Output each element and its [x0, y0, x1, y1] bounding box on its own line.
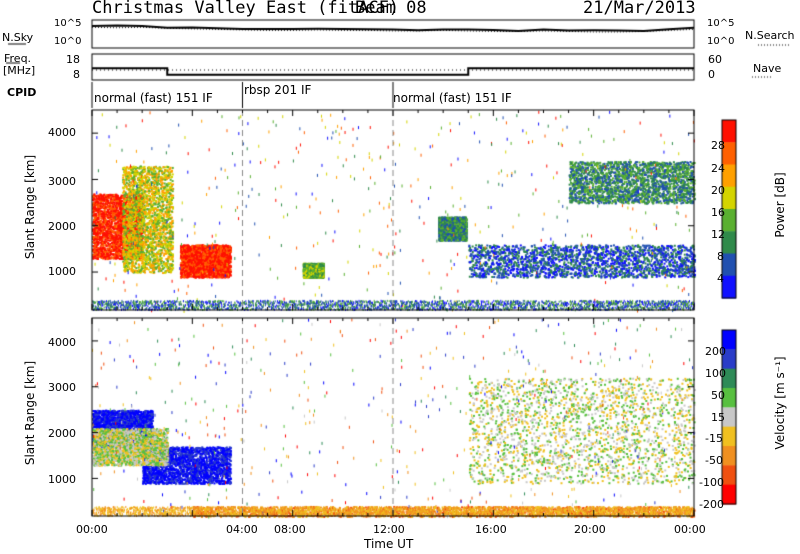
power-colorbar-tick: 4 — [717, 272, 724, 285]
x-tick: 20:00 — [574, 523, 606, 536]
nsky-label: N.Sky — [2, 31, 34, 44]
velocity-colorbar-tick: -200 — [699, 498, 724, 511]
power-colorbar-tick: 24 — [711, 162, 725, 175]
cpid-segment-2: rbsp 201 IF — [244, 83, 312, 97]
velocity-y-tick: 3000 — [48, 381, 76, 394]
power-y-tick: 3000 — [48, 175, 76, 188]
velocity-colorbar-tick: -100 — [699, 476, 724, 489]
freq-unit-label: [MHz] — [3, 64, 36, 77]
nave-label: Nave — [753, 62, 782, 75]
date-label: 21/Mar/2013 — [583, 0, 696, 18]
nave-tick-low: 0 — [708, 68, 715, 81]
freq-tick-high: 18 — [66, 53, 80, 66]
velocity-colorbar-label: Velocity [m s⁻¹] — [773, 356, 787, 450]
x-tick: 00:00 — [76, 523, 108, 536]
cpid-segment-1: normal (fast) 151 IF — [94, 91, 213, 105]
cpid-label: CPID — [7, 86, 37, 99]
velocity-colorbar-tick: 50 — [711, 389, 725, 402]
noise-tick-low-left: 10^0 — [54, 36, 82, 47]
velocity-colorbar-tick: 200 — [705, 345, 726, 358]
power-y-tick: 2000 — [48, 220, 76, 233]
velocity-colorbar-tick: 100 — [705, 367, 726, 380]
x-tick: 00:00 — [674, 523, 706, 536]
velocity-y-axis-label: Slant Range [km] — [23, 360, 37, 466]
power-colorbar-tick: 12 — [711, 228, 725, 241]
beam-label: Beam 08 — [355, 0, 427, 18]
cpid-segment-3: normal (fast) 151 IF — [393, 91, 512, 105]
noise-tick-high-right: 10^5 — [707, 18, 735, 29]
x-tick: 12:00 — [373, 523, 405, 536]
velocity-y-tick: 2000 — [48, 427, 76, 440]
noise-tick-low-right: 10^0 — [707, 36, 735, 47]
power-colorbar-label: Power [dB] — [773, 172, 787, 238]
power-colorbar-tick: 8 — [717, 250, 724, 263]
nave-tick-high: 60 — [708, 53, 722, 66]
x-tick: 08:00 — [274, 523, 306, 536]
power-y-tick: 4000 — [48, 126, 76, 139]
power-colorbar-tick: 16 — [711, 206, 725, 219]
nsearch-label: N.Search — [745, 29, 795, 42]
power-colorbar-tick: 28 — [711, 139, 725, 152]
velocity-y-tick: 4000 — [48, 336, 76, 349]
x-axis-label: Time UT — [364, 537, 414, 551]
power-y-tick: 1000 — [48, 265, 76, 278]
power-colorbar-tick: 20 — [711, 184, 725, 197]
x-tick: 04:00 — [226, 523, 258, 536]
velocity-colorbar-tick: -50 — [705, 454, 723, 467]
noise-tick-high-left: 10^5 — [54, 18, 82, 29]
x-tick: 16:00 — [475, 523, 507, 536]
freq-tick-low: 8 — [73, 68, 80, 81]
velocity-y-tick: 1000 — [48, 473, 76, 486]
freq-label: Freq. — [4, 52, 32, 65]
plot-title: Christmas Valley East (fitACF) — [92, 0, 400, 18]
velocity-colorbar-tick: -15 — [705, 432, 723, 445]
power-y-axis-label: Slant Range [km] — [23, 154, 37, 260]
velocity-colorbar-tick: 15 — [711, 411, 725, 424]
